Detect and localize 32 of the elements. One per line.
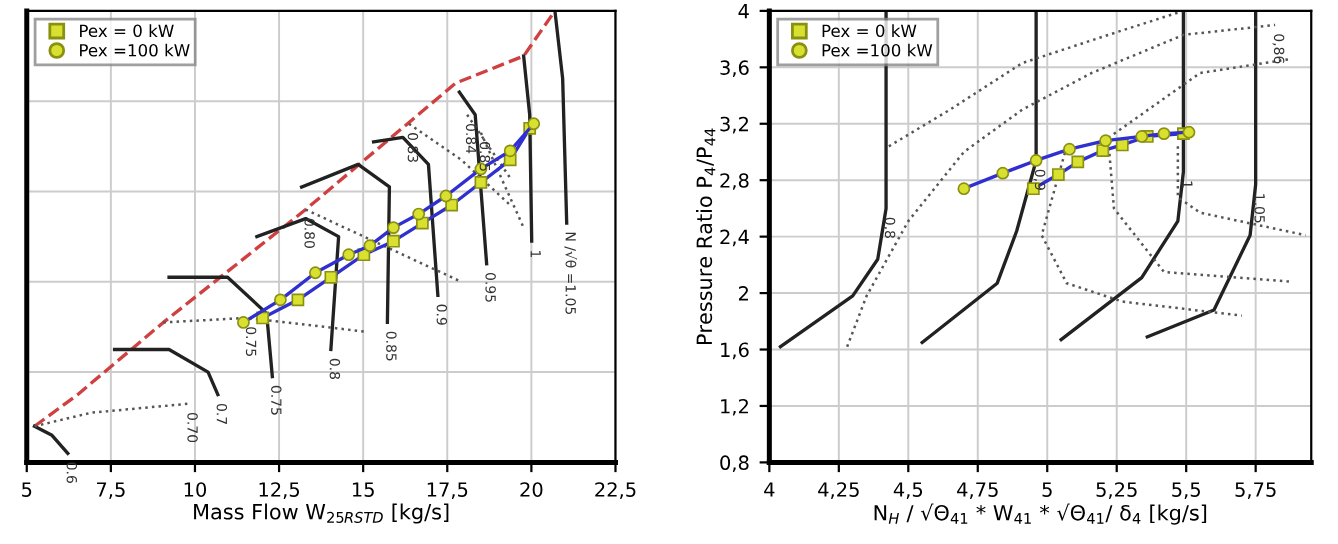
legend-label: Pex =100 kW [80, 43, 190, 57]
y-axis-title: Pressure Ratio P$_{4}$/P$_{44}$ [696, 128, 716, 345]
y-tick-label: 2,4 [720, 229, 749, 247]
x-tick-label: 5 [22, 482, 32, 497]
y-tick-label: 2,8 [720, 173, 749, 190]
x-tick-label: 15 [352, 482, 374, 497]
x-tick-label: 5,25 [1096, 482, 1137, 499]
x-tick-label: 7,5 [97, 482, 125, 499]
x-axis-title: Mass Flow W$_{25RSTD}$ [kg/s] [194, 503, 449, 524]
x-tick-label: 5,75 [1235, 482, 1276, 499]
y-tick-label: 3,2 [720, 116, 748, 134]
y-tick-label: 0,8 [720, 455, 749, 473]
y-tick-label: 4 [738, 4, 749, 19]
y-tick-label: 1,2 [721, 398, 748, 416]
x-tick-label: 5 [1042, 482, 1052, 497]
y-tick-label: 3,6 [720, 60, 749, 77]
legend-label: Pex =100 kW [822, 43, 933, 57]
x-tick-label: 20 [520, 482, 543, 497]
x-tick-label: 4,25 [818, 482, 859, 499]
y-tick-label: 1,6 [721, 342, 749, 360]
x-tick-label: 5,5 [1172, 482, 1200, 499]
x-tick-label: 4 [764, 482, 775, 497]
x-tick-label: 4,75 [957, 482, 998, 499]
x-tick-label: 10 [184, 482, 207, 497]
x-tick-label: 12,5 [259, 482, 300, 499]
y-tick-label: 2 [738, 286, 748, 301]
legend-label: Pex = 0 kW [822, 24, 917, 38]
x-tick-label: 17,5 [427, 482, 468, 499]
text: N$_{H}$ / √Θ$_{41}$ * W$_{41}$ * √Θ$_{41}$/ δ$_{4}$ [kg/s] [874, 503, 1207, 525]
x-tick-label: 22,5 [595, 482, 636, 499]
legend-label: Pex = 0 kW [80, 24, 174, 38]
x-tick-label: 4,5 [893, 482, 923, 499]
